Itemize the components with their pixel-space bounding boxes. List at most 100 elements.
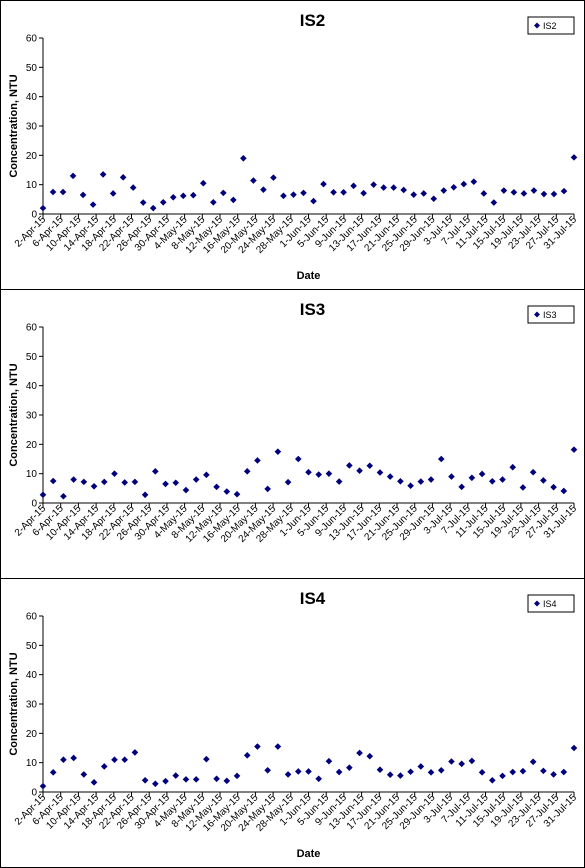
data-point — [139, 199, 147, 206]
data-point — [489, 477, 496, 485]
y-tick-label: 0 — [31, 499, 37, 510]
data-point — [90, 779, 98, 786]
data-point — [335, 768, 343, 776]
legend-box — [527, 16, 575, 35]
data-point — [310, 197, 317, 205]
data-point — [500, 187, 508, 194]
data-point — [350, 182, 357, 190]
legend-marker-icon — [534, 22, 540, 29]
data-point — [290, 191, 297, 198]
data-point — [480, 190, 488, 197]
data-point — [458, 483, 465, 491]
data-point — [90, 482, 98, 490]
data-point — [540, 767, 547, 775]
data-point — [520, 190, 528, 197]
data-point — [152, 468, 159, 475]
data-point — [243, 468, 251, 475]
data-point — [519, 484, 527, 491]
data-point — [172, 772, 180, 779]
data-point — [519, 767, 527, 775]
data-point — [300, 189, 307, 197]
data-point — [200, 179, 207, 187]
data-point — [213, 775, 220, 783]
data-point — [210, 198, 217, 206]
data-point — [400, 186, 407, 194]
data-point — [280, 192, 287, 200]
chart-panel-is3: IS3 Concentration, NTU 0 10 20 30 40 50 60 2-Apr-… — [0, 289, 585, 579]
data-point — [131, 478, 139, 486]
data-point — [100, 478, 108, 486]
y-tick-label: 30 — [26, 122, 38, 133]
data-point — [550, 771, 557, 778]
data-point — [60, 492, 67, 500]
data-point — [458, 760, 465, 768]
data-point — [370, 181, 377, 188]
data-point — [335, 478, 343, 485]
y-tick-label: 60 — [26, 323, 38, 334]
data-point — [230, 196, 237, 204]
data-point — [550, 190, 558, 198]
data-point — [223, 777, 231, 785]
data-point — [490, 199, 498, 206]
data-point — [49, 188, 57, 196]
y-tick-label: 10 — [26, 180, 38, 191]
data-point — [80, 478, 88, 486]
data-point — [220, 189, 227, 197]
data-point — [39, 782, 47, 790]
data-point — [100, 763, 108, 770]
y-tick-label: 60 — [26, 612, 38, 623]
data-point — [410, 191, 417, 198]
data-point — [141, 776, 149, 784]
data-point — [129, 184, 137, 191]
chart-title: IS2 — [300, 11, 326, 30]
data-point — [274, 448, 282, 455]
y-tick-label: 50 — [26, 352, 38, 363]
data-point — [99, 171, 107, 178]
data-point — [560, 768, 568, 776]
data-point — [250, 177, 257, 184]
y-tick-label: 10 — [26, 469, 38, 480]
data-point — [468, 757, 476, 765]
data-point — [254, 743, 261, 750]
data-point — [179, 192, 187, 200]
y-tick-label: 20 — [26, 440, 38, 451]
data-point — [121, 479, 128, 486]
data-point — [386, 771, 394, 778]
data-point — [560, 187, 568, 195]
data-point — [437, 766, 445, 774]
data-point — [407, 482, 414, 489]
chart-title: IS4 — [300, 589, 326, 608]
y-tick-label: 50 — [26, 641, 38, 652]
data-point — [346, 462, 353, 469]
y-tick-label: 30 — [26, 411, 38, 422]
data-point — [131, 749, 139, 756]
data-point — [89, 201, 97, 208]
data-point — [360, 189, 367, 197]
chart-panel-is4: IS4 Concentration, NTU Date 0 10 20 30 40 50 60 2-… — [0, 578, 585, 868]
legend-label: IS4 — [543, 599, 557, 609]
y-tick-label: 40 — [26, 92, 38, 103]
data-point — [223, 488, 231, 495]
y-tick-label: 60 — [26, 34, 38, 45]
y-axis-title: Concentration, NTU — [8, 74, 20, 177]
y-tick-label: 0 — [31, 788, 37, 799]
data-point — [540, 190, 548, 198]
data-point — [499, 476, 506, 483]
legend-label: IS3 — [543, 310, 557, 320]
data-point — [397, 772, 404, 779]
data-point — [448, 473, 455, 480]
data-point — [49, 477, 57, 485]
data-point — [233, 490, 241, 498]
data-point — [121, 756, 128, 764]
data-point — [274, 743, 282, 750]
data-point — [192, 776, 200, 783]
data-point — [427, 769, 435, 776]
data-point — [270, 174, 277, 181]
data-point — [397, 477, 404, 485]
data-point — [340, 188, 347, 196]
data-point — [284, 771, 292, 778]
data-point — [417, 478, 425, 485]
